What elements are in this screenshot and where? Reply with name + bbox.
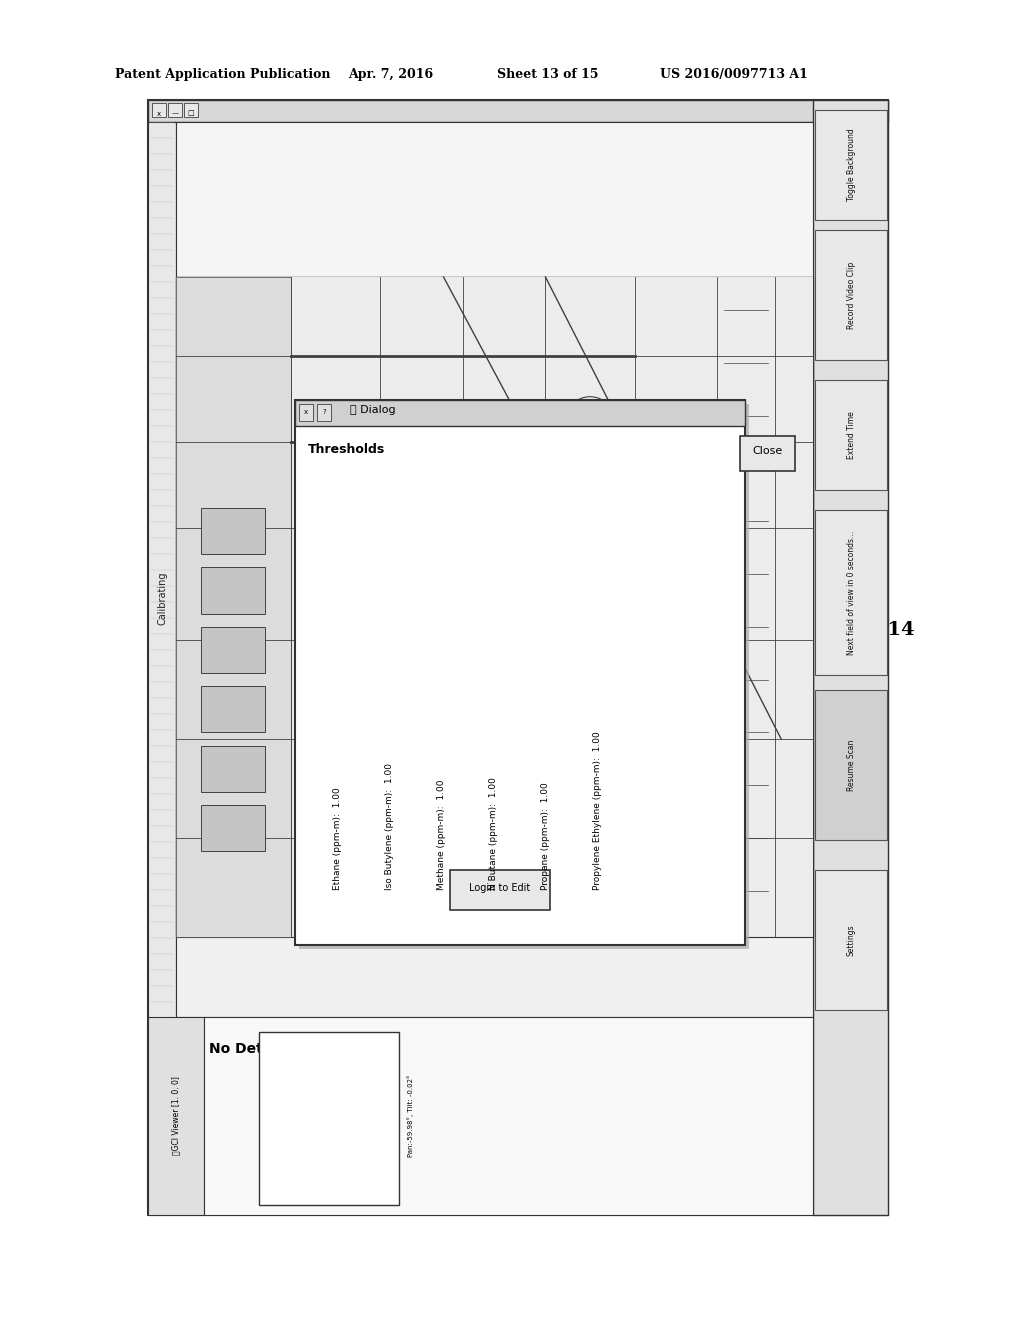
Bar: [392, 574, 450, 706]
Bar: [176, 937, 813, 1016]
Text: Settings: Settings: [847, 924, 855, 956]
Bar: [815, 230, 887, 360]
Bar: [148, 1016, 204, 1214]
Text: Pan:-59.98°, Tilt: -0.02°: Pan:-59.98°, Tilt: -0.02°: [407, 1074, 414, 1158]
Text: Calibrating: Calibrating: [157, 572, 167, 626]
Bar: [815, 110, 887, 220]
Bar: [176, 277, 813, 937]
Text: Propylene Ethylene (ppm-m):  1.00: Propylene Ethylene (ppm-m): 1.00: [593, 731, 602, 890]
Bar: [295, 400, 745, 945]
Bar: [815, 380, 887, 490]
Bar: [202, 568, 265, 614]
Text: Patent Application Publication: Patent Application Publication: [115, 69, 331, 81]
Bar: [168, 103, 182, 117]
Bar: [202, 627, 265, 673]
Text: □: □: [187, 111, 195, 116]
Bar: [457, 607, 532, 772]
Text: Iso Butylene (ppm-m):  1.00: Iso Butylene (ppm-m): 1.00: [385, 763, 394, 890]
Bar: [202, 746, 265, 792]
Text: Resume Scan: Resume Scan: [847, 739, 855, 791]
Bar: [204, 1016, 813, 1214]
Text: Close: Close: [753, 446, 782, 457]
Bar: [184, 103, 198, 117]
Bar: [259, 1032, 399, 1205]
Text: N Butane (ppm-m):  1.00: N Butane (ppm-m): 1.00: [489, 777, 498, 890]
Text: Ⓐ Dialog: Ⓐ Dialog: [350, 405, 395, 414]
Text: —: —: [171, 111, 178, 116]
Bar: [176, 277, 291, 937]
Bar: [299, 404, 749, 949]
Bar: [317, 404, 331, 421]
Text: Toggle Background: Toggle Background: [847, 128, 855, 202]
Bar: [295, 400, 745, 426]
Text: Record Video Clip: Record Video Clip: [847, 261, 855, 329]
Bar: [176, 121, 813, 277]
Bar: [815, 690, 887, 840]
Bar: [148, 100, 888, 121]
Bar: [450, 870, 550, 909]
Bar: [813, 100, 888, 1214]
Bar: [815, 510, 887, 675]
Text: x: x: [157, 111, 161, 116]
Text: Extend Time: Extend Time: [847, 411, 855, 459]
Bar: [299, 404, 313, 421]
Bar: [176, 277, 813, 937]
Text: ?: ?: [323, 409, 326, 414]
Bar: [152, 103, 166, 117]
Text: US 2016/0097713 A1: US 2016/0097713 A1: [660, 69, 808, 81]
Bar: [202, 805, 265, 851]
Bar: [297, 508, 374, 706]
Text: x: x: [304, 409, 308, 414]
Text: No Detections: No Detections: [209, 1041, 319, 1056]
Text: Methane (ppm-m):  1.00: Methane (ppm-m): 1.00: [437, 780, 446, 890]
Text: Thresholds: Thresholds: [308, 444, 385, 455]
Text: Ethane (ppm-m):  1.00: Ethane (ppm-m): 1.00: [333, 787, 342, 890]
Bar: [202, 508, 265, 554]
Text: Sheet 13 of 15: Sheet 13 of 15: [497, 69, 598, 81]
Text: FIG. 14: FIG. 14: [836, 620, 914, 639]
Text: Apr. 7, 2016: Apr. 7, 2016: [348, 69, 433, 81]
Text: Propane (ppm-m):  1.00: Propane (ppm-m): 1.00: [541, 783, 550, 890]
Bar: [740, 436, 795, 471]
Bar: [815, 870, 887, 1010]
Text: Next field of view in 0 seconds...: Next field of view in 0 seconds...: [847, 531, 855, 655]
Bar: [202, 686, 265, 733]
Text: Login to Edit: Login to Edit: [469, 883, 530, 894]
Bar: [148, 100, 888, 1214]
Text: ⒶGCI Viewer [1. 0. 0]: ⒶGCI Viewer [1. 0. 0]: [171, 1077, 180, 1155]
Bar: [148, 121, 176, 1074]
